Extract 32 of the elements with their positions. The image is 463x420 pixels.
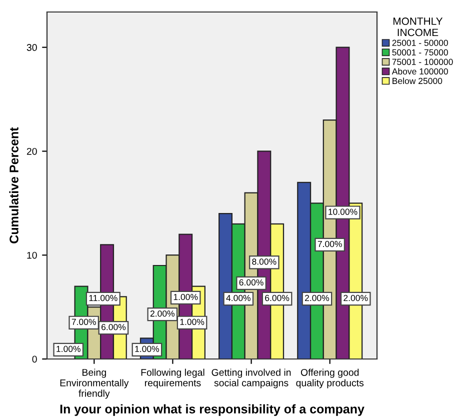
- annotation: 10.00%: [328, 208, 358, 215]
- y-tick-label: 0: [32, 356, 37, 363]
- annotation: 1.00%: [180, 318, 204, 325]
- annotation: 2.00%: [344, 294, 368, 302]
- legend-label: 50001 - 75000: [392, 49, 448, 56]
- annotation: 4.00%: [226, 294, 250, 302]
- y-tick-label: 20: [26, 148, 37, 155]
- annotation: 2.00%: [150, 310, 174, 317]
- y-axis-title: Cumulative Percent: [9, 127, 18, 244]
- legend-label: Below 25000: [392, 78, 442, 84]
- x-tick-label: Getting involved in social campaigns: [212, 368, 291, 388]
- x-tick-label: Following legal requirements: [141, 368, 204, 388]
- x-tick-label: Offering good quality products: [296, 368, 364, 388]
- annotation: 6.00%: [239, 279, 264, 286]
- y-tick-label: 30: [26, 44, 37, 51]
- annotation: 7.00%: [318, 240, 342, 248]
- annotation: 1.00%: [174, 294, 198, 300]
- legend-label: Above 100000: [392, 68, 448, 75]
- legend-label: 75001 - 100000: [392, 58, 453, 65]
- annotation: 7.00%: [72, 318, 96, 325]
- x-axis-title: In your opinion what is responsibility of a company: [60, 404, 364, 416]
- annotation: 11.00%: [89, 294, 118, 302]
- annotation: 6.00%: [265, 294, 290, 302]
- legend-label: 25001 - 50000: [392, 40, 448, 46]
- annotation: 2.00%: [305, 294, 330, 302]
- annotation: 8.00%: [252, 258, 276, 265]
- annotation: 1.00%: [135, 346, 160, 352]
- annotation: 6.00%: [102, 324, 126, 330]
- legend-title: MONTHLY INCOME: [393, 18, 443, 36]
- y-tick-label: 10: [27, 252, 37, 259]
- annotation: 1.00%: [56, 346, 80, 352]
- x-tick-label: Being Environmentally friendly: [60, 368, 129, 399]
